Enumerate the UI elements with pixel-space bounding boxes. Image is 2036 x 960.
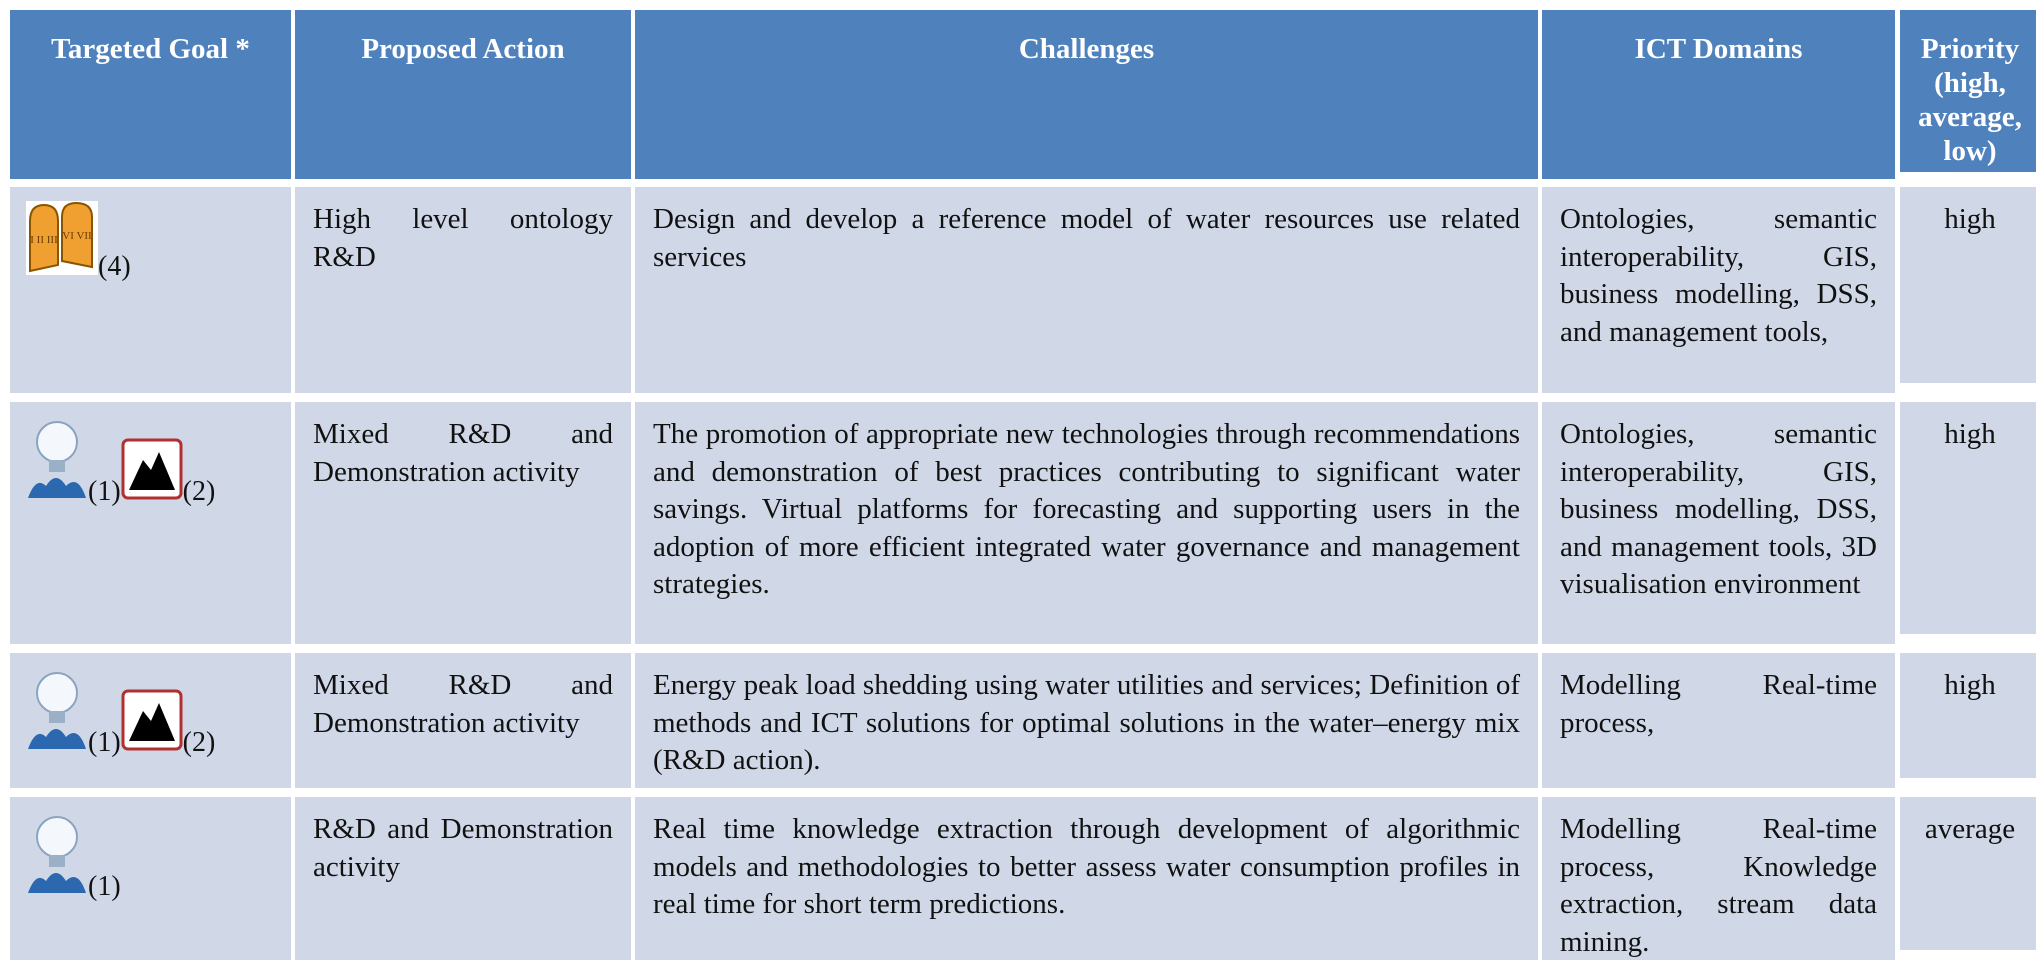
goal: (1) — [26, 667, 121, 762]
header-cell: Targeted Goal * — [10, 10, 291, 179]
domains-cell: Ontologies, semantic interoperability, G… — [1542, 187, 1895, 393]
priority-cell: high — [1900, 402, 2036, 634]
domains-cell: Modelling Real-time process, — [1542, 653, 1895, 788]
header-cell: Proposed Action — [295, 10, 631, 179]
goal-cell: I II III VI VII (4) — [10, 187, 291, 393]
svg-text:I II III: I II III — [30, 234, 58, 246]
action-cell: High level ontology R&D — [295, 187, 631, 393]
header-cell: Challenges — [635, 10, 1538, 179]
priority-cell: average — [1900, 797, 2036, 950]
goal-label: (1) — [88, 727, 121, 758]
header-cell: ICT Domains — [1542, 10, 1895, 179]
domains-cell: Ontologies, semantic interoperability, G… — [1542, 402, 1895, 644]
goal-cell: (1) (2) — [10, 402, 291, 644]
priority-cell: high — [1900, 187, 2036, 383]
goal: (2) — [121, 689, 216, 762]
challenges-cell: Real time knowledge extraction through d… — [635, 797, 1538, 960]
svg-text:VI VII: VI VII — [62, 230, 92, 242]
priority-cell: high — [1900, 653, 2036, 778]
goal: (1) — [26, 416, 121, 511]
header-cell: Priority (high, average, low) — [1900, 10, 2036, 172]
goal-icon — [26, 667, 88, 762]
goal-icon — [26, 811, 88, 906]
goal: I II III VI VII (4) — [26, 201, 131, 286]
goal-cell: (1) (2) — [10, 653, 291, 788]
domains-cell: Modelling Real-time process, Knowledge e… — [1542, 797, 1895, 960]
goal-icon — [121, 689, 183, 762]
goal-label: (2) — [182, 476, 216, 507]
goal-icon — [121, 438, 183, 511]
challenges-cell: Energy peak load shedding using water ut… — [635, 653, 1538, 788]
action-cell: R&D and Demonstration activity — [295, 797, 631, 960]
goal: (2) — [121, 438, 216, 511]
goal-label: (4) — [98, 251, 131, 282]
action-cell: Mixed R&D and Demonstration activity — [295, 653, 631, 788]
action-cell: Mixed R&D and Demonstration activity — [295, 402, 631, 644]
goal-label: (2) — [182, 727, 216, 758]
goal: (1) — [26, 811, 121, 906]
goal-cell: (1) — [10, 797, 291, 960]
challenges-cell: Design and develop a reference model of … — [635, 187, 1538, 393]
challenges-cell: The promotion of appropriate new technol… — [635, 402, 1538, 644]
goal-icon — [26, 416, 88, 511]
goal-label: (1) — [88, 476, 121, 507]
goal-label: (1) — [88, 871, 121, 902]
goal-icon: I II III VI VII — [26, 201, 98, 286]
